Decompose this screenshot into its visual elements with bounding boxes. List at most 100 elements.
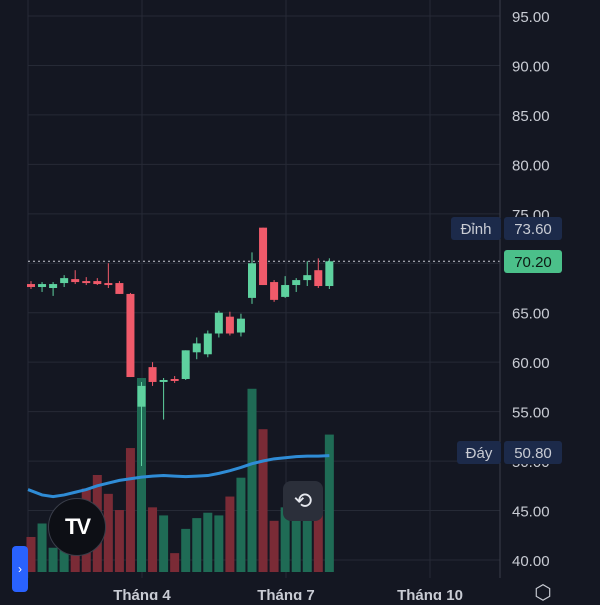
volume-bar xyxy=(269,520,279,572)
volume-bar xyxy=(236,477,246,572)
x-tick-label: Tháng 4 xyxy=(113,587,171,600)
volume-bar xyxy=(59,545,69,572)
volume-bar xyxy=(137,378,146,572)
candle xyxy=(148,362,157,386)
candle xyxy=(115,281,124,294)
chart-settings-button[interactable]: ⬡ xyxy=(528,580,558,604)
volume-bar xyxy=(192,518,202,572)
candle-body xyxy=(259,227,268,286)
y-tick-label: 40.00 xyxy=(512,553,550,570)
candle-body xyxy=(104,283,113,286)
low-marker-label: Đáy xyxy=(466,445,493,462)
tradingview-logo[interactable]: TV xyxy=(48,498,106,556)
high-marker-value: 73.60 xyxy=(514,221,552,238)
candle-body xyxy=(214,312,223,334)
candle xyxy=(192,337,201,360)
volume-moving-average-line xyxy=(27,454,330,499)
candle-body xyxy=(159,379,168,382)
volume-bar xyxy=(114,510,124,572)
volume-bar xyxy=(125,448,135,572)
volume-bar xyxy=(291,515,301,572)
candle xyxy=(203,330,212,358)
candle-body xyxy=(27,284,35,288)
y-tick-label: 65.00 xyxy=(512,306,550,323)
candle-body xyxy=(126,293,135,378)
candle-body xyxy=(281,285,290,297)
volume-bar xyxy=(214,515,224,572)
candle-body xyxy=(71,279,80,283)
candle xyxy=(71,270,80,285)
candle xyxy=(314,258,323,288)
candle-body xyxy=(82,281,91,284)
reset-chart-button[interactable]: ⟲ xyxy=(283,481,323,521)
y-tick-label: 90.00 xyxy=(512,58,550,75)
last-price-value: 70.20 xyxy=(514,254,552,271)
candle xyxy=(38,282,47,292)
candle xyxy=(93,278,102,286)
logo-text: TV xyxy=(64,514,91,539)
time-axis[interactable]: Tháng 4 Tháng 7 Tháng 10 xyxy=(113,587,463,600)
volume-bar xyxy=(26,536,36,572)
candle-body xyxy=(192,343,201,353)
candle xyxy=(325,258,334,289)
low-marker: Đáy 50.80 xyxy=(457,441,562,464)
volume-bar xyxy=(313,512,323,572)
candle-body xyxy=(115,283,124,294)
volume-bar xyxy=(37,523,47,572)
volume-bar xyxy=(103,493,113,572)
candle xyxy=(181,350,190,380)
candle xyxy=(236,313,245,337)
candle xyxy=(27,281,35,289)
y-tick-label: 95.00 xyxy=(512,9,550,26)
last-price-badge: 70.20 xyxy=(504,250,562,273)
candle-body xyxy=(203,333,212,355)
candle-body xyxy=(270,282,279,300)
candle-body xyxy=(325,261,334,287)
candle-body xyxy=(93,281,102,285)
reset-icon: ⟲ xyxy=(293,488,313,513)
candle-body xyxy=(225,316,234,334)
y-tick-label: 45.00 xyxy=(512,504,550,521)
volume-bar xyxy=(280,507,290,572)
candle xyxy=(159,378,168,420)
candle xyxy=(49,282,58,296)
candle xyxy=(303,261,312,287)
price-axis-background xyxy=(500,0,600,578)
candle xyxy=(137,381,146,467)
y-tick-label: 60.00 xyxy=(512,355,550,372)
volume-bar xyxy=(181,528,191,572)
chevron-right-icon: › xyxy=(18,562,22,576)
candle xyxy=(214,310,223,338)
candle xyxy=(248,252,256,304)
candle xyxy=(270,280,279,302)
high-marker: Đỉnh 73.60 xyxy=(451,217,562,240)
candle-body xyxy=(314,270,323,287)
volume-bar xyxy=(159,515,169,572)
candle-body xyxy=(303,275,312,281)
candle-body xyxy=(38,284,47,288)
candles xyxy=(27,227,334,467)
volume-bar xyxy=(302,491,312,572)
high-marker-label: Đỉnh xyxy=(461,221,492,238)
candle xyxy=(225,311,234,336)
x-tick-label: Tháng 7 xyxy=(257,587,315,600)
settings-icon: ⬡ xyxy=(534,582,552,604)
candle-body xyxy=(148,367,157,382)
candle-body xyxy=(137,385,146,407)
low-marker-value: 50.80 xyxy=(514,445,552,462)
candle xyxy=(259,227,268,286)
volume-bar xyxy=(324,434,334,572)
volume-bar xyxy=(203,512,213,572)
candle-body xyxy=(60,278,69,284)
candle xyxy=(292,278,301,292)
candle-body xyxy=(170,378,179,381)
volume-bar xyxy=(170,553,180,572)
candle xyxy=(281,276,290,298)
y-tick-label: 55.00 xyxy=(512,405,550,422)
volume-bar xyxy=(258,429,268,572)
volume-bar xyxy=(48,547,58,572)
candle xyxy=(60,275,69,288)
candle-body xyxy=(248,263,256,298)
expand-panel-tab[interactable]: › xyxy=(12,546,28,592)
